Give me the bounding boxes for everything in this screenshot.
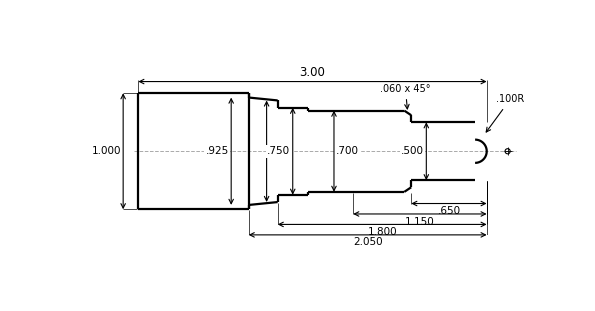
Text: 1.800: 1.800 <box>367 227 397 237</box>
Text: .650: .650 <box>437 206 461 216</box>
Text: .060 x 45°: .060 x 45° <box>380 84 431 109</box>
Text: 2.050: 2.050 <box>353 237 383 248</box>
Text: .100R: .100R <box>486 95 524 132</box>
Text: 1.000: 1.000 <box>92 146 121 156</box>
Text: .750: .750 <box>267 146 290 156</box>
Text: .500: .500 <box>401 146 424 156</box>
Text: .875: .875 <box>269 146 292 156</box>
Text: .700: .700 <box>336 146 359 156</box>
Text: .925: .925 <box>206 146 229 156</box>
Text: 3.00: 3.00 <box>299 66 325 79</box>
Text: 1.150: 1.150 <box>405 216 435 226</box>
